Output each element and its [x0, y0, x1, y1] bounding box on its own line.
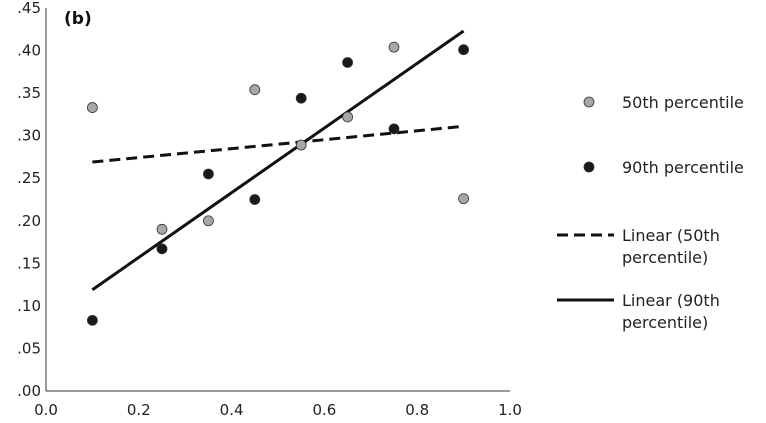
point-90th — [342, 57, 354, 68]
tick-labels: 0.0 0.2 0.4 0.6 0.8 1.0 .00 .05 .10 .15 .20 .25 .30.… — [17, 0, 522, 419]
point-90th — [202, 168, 214, 180]
legend: 50th percentile 90th percentile Linear (50… — [557, 93, 744, 332]
x-tick-label: 0.0 — [34, 401, 58, 419]
point-50th — [202, 215, 214, 227]
x-tick-label: 0.4 — [220, 401, 244, 419]
y-tick-label: .00 — [17, 382, 41, 400]
legend-label: Linear (90th percentile) — [622, 291, 720, 332]
legend-label: 50th percentile — [622, 93, 744, 112]
trendline-50th — [92, 124, 464, 164]
point-90th — [295, 92, 307, 104]
legend-label: 90th percentile — [622, 158, 744, 177]
y-tick-label: .05 — [17, 339, 41, 357]
trendline-90th — [91, 29, 465, 291]
legend-marker — [583, 96, 595, 108]
x-tick-label: 0.2 — [127, 401, 151, 419]
point-50th — [342, 111, 354, 123]
point-90th — [388, 123, 400, 135]
y-tick-label: .30 — [17, 127, 41, 145]
x-tick-label: 0.8 — [405, 401, 429, 419]
axes — [45, 8, 510, 392]
point-90th — [156, 243, 168, 255]
y-tick-label: .25 — [17, 169, 41, 187]
point-50th — [388, 41, 400, 53]
y-tick-label: .45 — [17, 0, 41, 17]
legend-label: Linear (50th percentile) — [622, 226, 720, 267]
panel-label: (b) — [64, 9, 92, 29]
x-tick-label: 0.6 — [312, 401, 336, 419]
point-50th — [87, 102, 98, 113]
point-90th — [458, 44, 470, 56]
trendlines — [91, 29, 465, 291]
point-50th — [295, 139, 307, 151]
y-tick-label: .15 — [17, 254, 41, 272]
point-50th — [156, 223, 168, 235]
y-tick-label: .35 — [17, 84, 41, 102]
point-50th — [249, 84, 261, 96]
y-tick-label: .20 — [17, 212, 41, 230]
legend-marker — [583, 161, 595, 173]
y-tick-label: .10 — [17, 297, 41, 315]
y-tick-label: .40 — [17, 42, 41, 60]
data-points — [87, 41, 470, 326]
x-tick-label: 1.0 — [498, 401, 522, 419]
point-90th — [87, 314, 98, 326]
point-90th — [249, 194, 261, 205]
point-50th — [458, 193, 470, 205]
